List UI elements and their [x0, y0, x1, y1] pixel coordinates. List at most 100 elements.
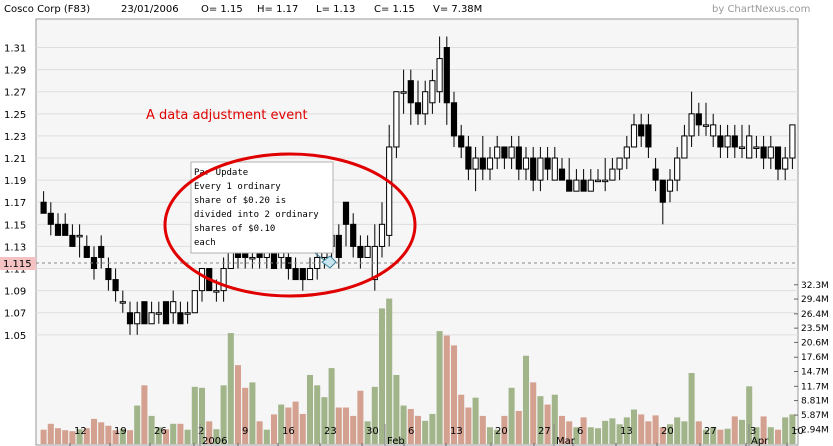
volume-bar: [501, 415, 508, 444]
candle-body: [566, 179, 573, 192]
volume-bar: [299, 413, 306, 444]
header-volume: V= 7.38M: [433, 4, 482, 15]
volume-bar: [767, 427, 774, 444]
volume-bar: [314, 385, 321, 444]
symbol-title: Cosco Corp (F83): [4, 4, 90, 15]
volume-bar: [177, 423, 184, 444]
price-tick-label: 1.29: [4, 66, 26, 77]
volume-tick-label: 11.7M: [801, 382, 829, 392]
candle-body: [62, 223, 69, 236]
volume-bar: [69, 431, 76, 444]
volume-tick-label: 26.4M: [801, 310, 829, 320]
price-tick-label: 1.21: [4, 154, 26, 165]
grid-lines: [36, 47, 798, 336]
price-tick-label: 1.05: [4, 331, 26, 342]
volume-bar: [148, 415, 155, 444]
candle-body: [170, 301, 177, 314]
header-date: 23/01/2006: [121, 4, 179, 15]
volume-tick-label: 17.6M: [801, 353, 829, 363]
volume-bar: [285, 407, 292, 444]
candle-body: [638, 124, 645, 137]
volume-bar: [746, 386, 753, 444]
candle-body: [494, 146, 501, 159]
volume-bar: [753, 427, 760, 444]
candle-body: [710, 124, 717, 137]
date-axis: 12 19 26 2 9 16 23 30 6 13 20 27 6 13 20 27 3 10 2006 Feb Ma…: [69, 424, 804, 446]
candle-body: [782, 157, 789, 170]
candle-body: [414, 102, 422, 115]
candle-body: [674, 157, 681, 181]
volume-tick-label: 32.3M: [801, 281, 829, 291]
candle-body: [616, 157, 623, 170]
volume-bar: [350, 415, 357, 444]
volume-bar: [105, 425, 112, 444]
date-tick-label: 27: [538, 426, 551, 437]
candle-body: [681, 135, 688, 159]
date-tick-label: 2: [198, 426, 204, 437]
candle-body: [335, 234, 342, 258]
event-marker-pointer: [314, 252, 325, 261]
volume-bar: [602, 420, 609, 444]
header-close: C= 1.15: [374, 4, 415, 15]
volume-tick-label: 23.5M: [801, 324, 829, 334]
candle-body: [400, 91, 407, 94]
candle-body: [306, 268, 314, 281]
date-tick-label: 20: [495, 426, 508, 437]
price-tick-label: 1.25: [4, 110, 26, 121]
candle-body: [479, 157, 486, 170]
candle-body: [292, 268, 299, 281]
volume-bar: [580, 417, 587, 444]
volume-bar: [465, 407, 472, 444]
volume-bar: [717, 429, 724, 444]
candle-body: [54, 223, 62, 236]
date-tick-label: 16: [282, 426, 295, 437]
volume-bar: [486, 427, 494, 444]
candle-body: [594, 179, 602, 183]
volume-bar: [616, 424, 623, 444]
volume-bar: [47, 423, 54, 444]
candle-body: [213, 290, 220, 293]
volume-bar: [206, 421, 213, 444]
volume-bar: [278, 404, 285, 444]
candle-body: [465, 146, 472, 170]
price-tick-label: 1.27: [4, 88, 26, 99]
candle-body: [573, 179, 580, 192]
volume-bar: [155, 427, 162, 444]
candle-body: [141, 301, 148, 325]
date-tick-label: 9: [242, 426, 248, 437]
price-tick-label: 1.19: [4, 176, 26, 187]
volume-bar: [566, 421, 573, 444]
volume-bar: [54, 428, 62, 444]
price-tick-label: 1.07: [4, 309, 26, 320]
price-tick-label: 1.09: [4, 287, 26, 298]
volume-bar: [472, 397, 479, 444]
candle-body: [105, 268, 112, 281]
volume-bar: [515, 410, 522, 444]
volume-bar: [378, 308, 386, 444]
candle-body: [458, 135, 465, 148]
volume-tick-label: 2.94M: [801, 426, 829, 436]
volume-bar: [443, 335, 450, 444]
volume-bar: [292, 401, 299, 444]
volume-bar: [256, 421, 263, 444]
candle-body: [155, 312, 162, 315]
volume-bar: [213, 429, 220, 444]
candle-body: [602, 179, 609, 183]
volume-bar: [242, 387, 249, 444]
candle-body: [112, 279, 119, 292]
price-tick-label: 1.13: [4, 242, 26, 253]
candle-body: [537, 157, 544, 181]
volume-bar: [450, 345, 458, 444]
candle-body: [738, 146, 746, 149]
volume-bar: [393, 374, 400, 444]
volume-bar: [429, 413, 436, 444]
candle-body: [47, 212, 54, 225]
volume-bar: [126, 430, 134, 444]
current-price-tag: [0, 257, 36, 270]
volume-bar: [83, 428, 90, 444]
volume-bar: [638, 414, 645, 444]
candle-body: [717, 135, 724, 148]
candle-body: [184, 312, 191, 315]
event-marker-icon[interactable]: [321, 255, 337, 269]
date-tick-label: 30: [366, 426, 379, 437]
